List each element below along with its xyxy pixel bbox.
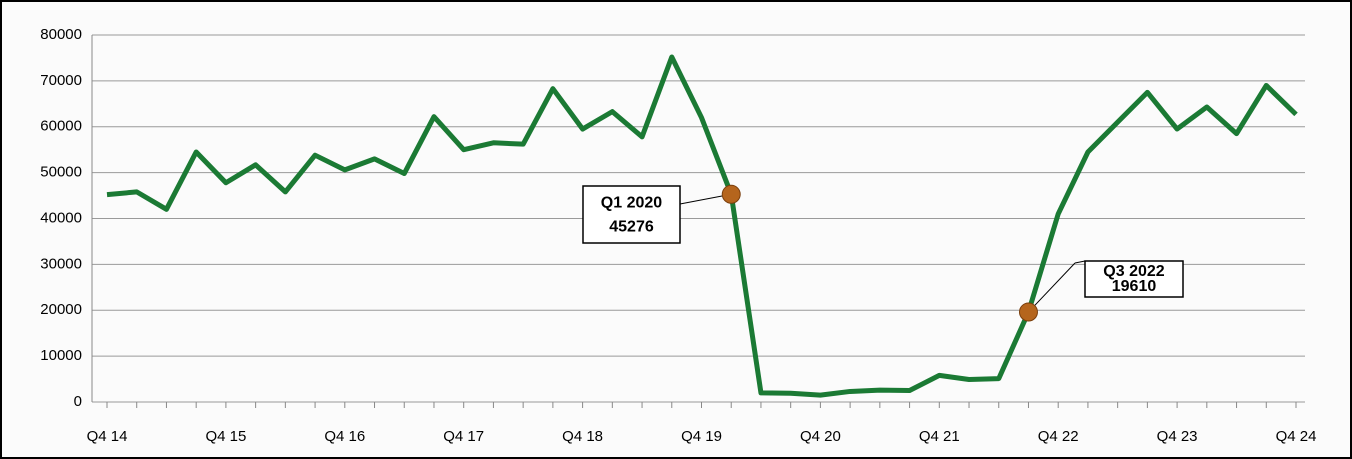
- annotation-value: 45276: [609, 218, 654, 235]
- annotation-value: 19610: [1112, 278, 1157, 295]
- annotation-box: [582, 185, 681, 244]
- leader-line: [1028, 262, 1076, 313]
- y-tick-label: 0: [74, 393, 82, 410]
- annotation-label: Q1 2020: [601, 194, 662, 211]
- x-tick-label: Q4 14: [87, 428, 128, 445]
- x-tick-label: Q4 22: [1038, 428, 1079, 445]
- x-tick-label: Q4 15: [205, 428, 246, 445]
- y-tick-label: 70000: [40, 72, 82, 89]
- highlight-marker: [1018, 302, 1038, 322]
- x-tick-label: Q4 23: [1157, 428, 1198, 445]
- y-tick-label: 80000: [40, 26, 82, 43]
- y-tick-label: 50000: [40, 164, 82, 181]
- x-tick-label: Q4 18: [562, 428, 603, 445]
- x-tick-label: Q4 19: [681, 428, 722, 445]
- annotation-box: [1084, 260, 1184, 298]
- highlight-marker: [721, 184, 741, 204]
- x-tick-label: Q4 21: [919, 428, 960, 445]
- annotation-label: Q3 2022: [1103, 263, 1164, 280]
- y-tick-label: 30000: [40, 255, 82, 272]
- y-tick-label: 40000: [40, 209, 82, 226]
- y-tick-label: 60000: [40, 118, 82, 135]
- y-tick-label: 10000: [40, 347, 82, 364]
- x-tick-label: Q4 16: [324, 428, 365, 445]
- leader-line: [1074, 260, 1086, 264]
- y-tick-label: 20000: [40, 301, 82, 318]
- x-tick-label: Q4 17: [443, 428, 484, 445]
- x-tick-label: Q4 24: [1276, 428, 1317, 445]
- x-tick-label: Q4 20: [800, 428, 841, 445]
- line-series: [106, 54, 1298, 398]
